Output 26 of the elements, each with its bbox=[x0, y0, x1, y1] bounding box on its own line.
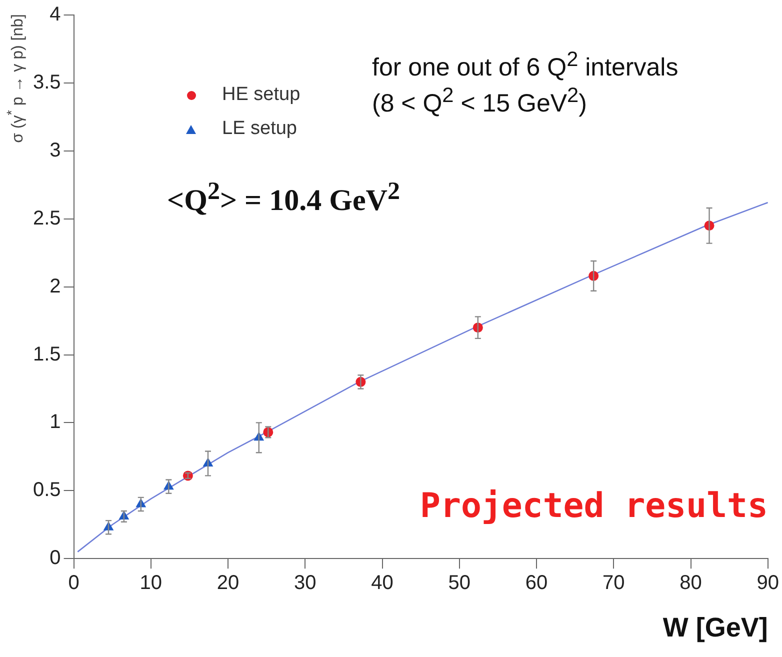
x-tick-label: 0 bbox=[68, 572, 80, 594]
annotation: <Q$^{2}$> = 10.4 GeV$^{2}$ bbox=[167, 178, 400, 218]
y-tick-label: 4 bbox=[50, 4, 61, 26]
y-tick-label: 0.5 bbox=[32, 479, 61, 502]
y-tick-label: 3.5 bbox=[32, 71, 61, 94]
y-tick-label: 2.5 bbox=[32, 207, 61, 230]
x-tick-label: 30 bbox=[294, 572, 316, 594]
legend-label: HE setup bbox=[222, 84, 300, 106]
x-tick-label: 60 bbox=[525, 572, 548, 594]
x-tick-label: 90 bbox=[756, 572, 779, 594]
y-tick-label: 0 bbox=[50, 547, 61, 570]
y-tick-label: 3 bbox=[50, 139, 61, 162]
y-tick-label: 1.5 bbox=[32, 343, 61, 366]
x-tick-label: 50 bbox=[448, 572, 471, 594]
x-tick-label: 40 bbox=[371, 572, 394, 594]
x-tick-label: 10 bbox=[140, 572, 162, 594]
annotation: for one out of 6 Q$^{2}$ intervals bbox=[372, 48, 678, 82]
y-tick-label: 1 bbox=[50, 411, 61, 434]
x-axis-title: W [GeV] bbox=[662, 612, 768, 642]
y-tick-label: 2 bbox=[50, 275, 61, 298]
annotation: Projected results bbox=[420, 486, 768, 526]
x-tick-label: 80 bbox=[680, 572, 702, 594]
legend-label: LE setup bbox=[222, 118, 297, 140]
x-tick-label: 20 bbox=[216, 572, 240, 594]
annotation: (8 < Q$^{2}$ < 15 GeV$^{2}$) bbox=[372, 84, 587, 118]
x-tick-label: 70 bbox=[602, 572, 625, 594]
